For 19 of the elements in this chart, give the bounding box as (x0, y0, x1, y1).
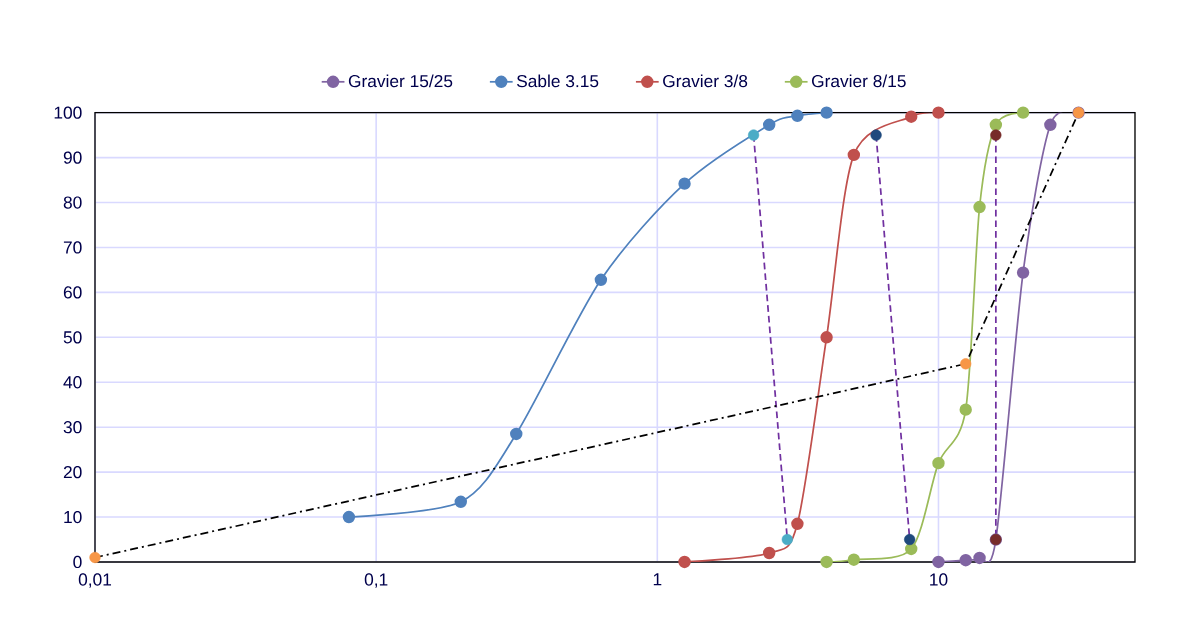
y-tick-label: 40 (63, 376, 82, 389)
y-tick-label: 30 (63, 421, 82, 434)
legend-label: Gravier 8/15 (811, 74, 906, 88)
y-tick-label: 90 (63, 151, 82, 164)
x-tick-label: 0,1 (364, 573, 388, 588)
y-tick-label: 70 (63, 241, 82, 254)
legend-label: Sable 3.15 (516, 74, 599, 88)
x-tick-label: 10 (930, 573, 948, 586)
y-tick-label: 20 (63, 465, 82, 479)
x-tick-label: 1 (653, 573, 662, 586)
y-tick-label: 60 (63, 286, 82, 299)
legend-label: Gravier 15/25 (348, 74, 453, 88)
y-tick-label: 0 (73, 555, 82, 569)
x-tick-label: 0,01 (78, 573, 112, 588)
y-tick-label: 10 (64, 510, 82, 524)
y-tick-label: 100 (54, 106, 82, 119)
y-tick-label: 80 (63, 196, 82, 209)
y-tick-label: 50 (63, 331, 82, 344)
legend-label: Gravier 3/8 (663, 74, 748, 88)
